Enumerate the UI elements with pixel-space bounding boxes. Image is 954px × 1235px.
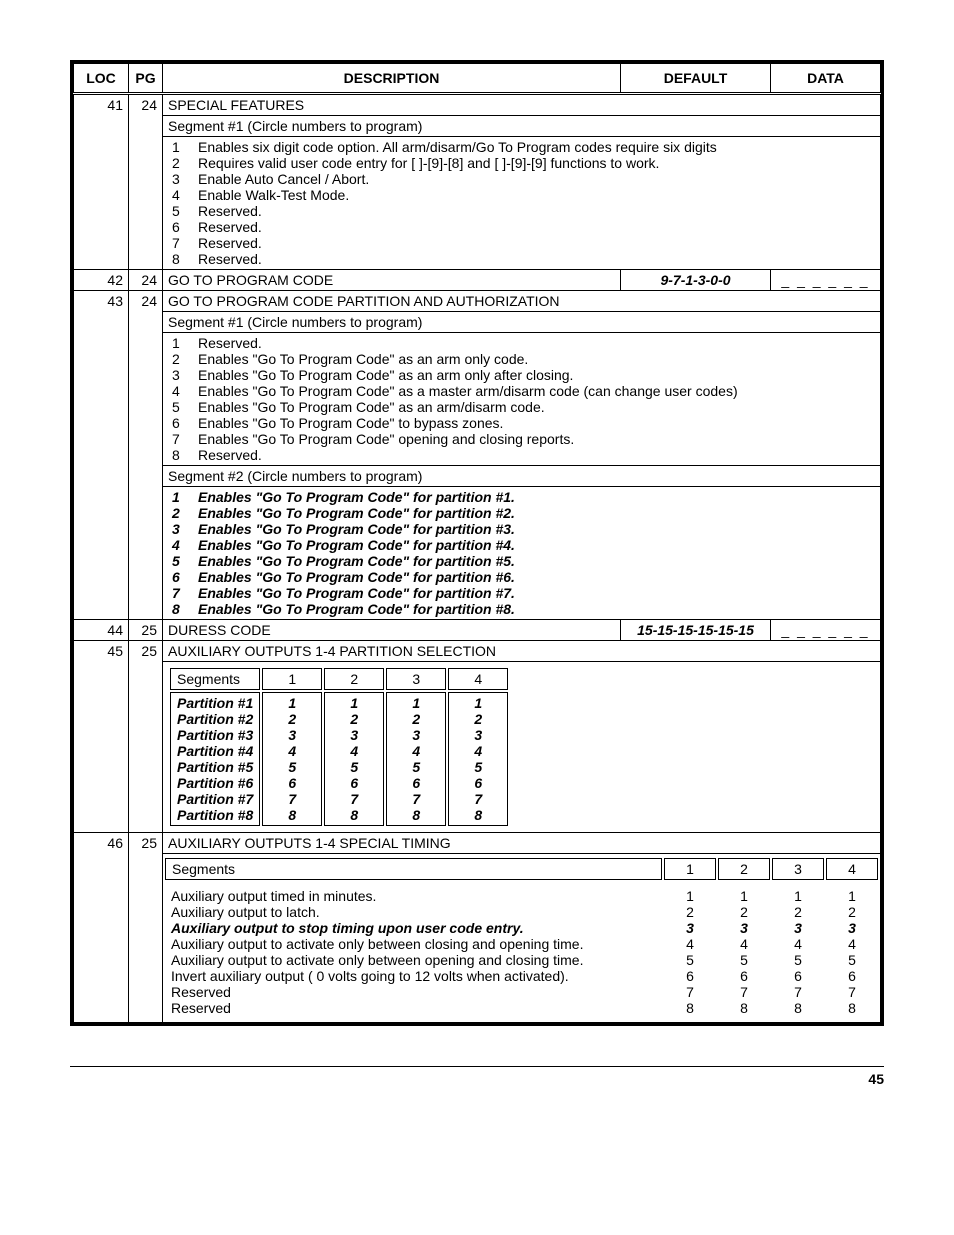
page-number: 45 bbox=[70, 1066, 884, 1087]
row-41-title: 41 24 SPECIAL FEATURES bbox=[74, 94, 881, 116]
row-44: 44 25 DURESS CODE 15-15-15-15-15-15 _ _ … bbox=[74, 620, 881, 641]
cell-seg1-body: 1Enables six digit code option. All arm/… bbox=[163, 137, 881, 270]
header-pg: PG bbox=[129, 64, 163, 94]
cell-data: _ _ _ _ _ _ bbox=[771, 270, 881, 291]
row-43-seg2-body: 1Enables "Go To Program Code" for partit… bbox=[74, 487, 881, 620]
header-desc: DESCRIPTION bbox=[163, 64, 621, 94]
programming-table: LOC PG DESCRIPTION DEFAULT DATA 41 24 SP… bbox=[73, 63, 881, 1023]
row-43-title: 43 24 GO TO PROGRAM CODE PARTITION AND A… bbox=[74, 291, 881, 312]
row-43-seg2-label: Segment #2 (Circle numbers to program) bbox=[74, 466, 881, 487]
cell-seg1-label: Segment #1 (Circle numbers to program) bbox=[163, 116, 881, 137]
row-46-title: 46 25 AUXILIARY OUTPUTS 1-4 SPECIAL TIMI… bbox=[74, 833, 881, 854]
numbered-list: 1Enables six digit code option. All arm/… bbox=[168, 139, 875, 267]
row-45-body: Segments 1 2 3 4 Partition #1 Partition … bbox=[74, 662, 881, 833]
row-42: 42 24 GO TO PROGRAM CODE 9-7-1-3-0-0 _ _… bbox=[74, 270, 881, 291]
header-loc: LOC bbox=[74, 64, 129, 94]
cell-pg: 24 bbox=[129, 270, 163, 291]
special-timing-table: Segments 1 2 3 4 Auxiliary output timed … bbox=[163, 856, 880, 1020]
cell-pg: 24 bbox=[129, 291, 163, 620]
cell-loc: 41 bbox=[74, 94, 129, 270]
header-def: DEFAULT bbox=[621, 64, 771, 94]
cell-loc: 43 bbox=[74, 291, 129, 620]
row-41-seg1-label: Segment #1 (Circle numbers to program) bbox=[74, 116, 881, 137]
cell-pg: 24 bbox=[129, 94, 163, 270]
list-num: 1 bbox=[172, 139, 198, 155]
table-header-row: LOC PG DESCRIPTION DEFAULT DATA bbox=[74, 64, 881, 94]
row-41-seg1-body: 1Enables six digit code option. All arm/… bbox=[74, 137, 881, 270]
row-43-seg1-body: 1Reserved. 2Enables "Go To Program Code"… bbox=[74, 333, 881, 466]
cell-loc: 42 bbox=[74, 270, 129, 291]
cell-default: 9-7-1-3-0-0 bbox=[621, 270, 771, 291]
cell-desc: GO TO PROGRAM CODE bbox=[163, 270, 621, 291]
row-45-title: 45 25 AUXILIARY OUTPUTS 1-4 PARTITION SE… bbox=[74, 641, 881, 662]
row-46-body: Segments 1 2 3 4 Auxiliary output timed … bbox=[74, 854, 881, 1023]
partition-selection-table: Segments 1 2 3 4 Partition #1 Partition … bbox=[168, 666, 510, 828]
row-43-seg1-label: Segment #1 (Circle numbers to program) bbox=[74, 312, 881, 333]
cell-title: GO TO PROGRAM CODE PARTITION AND AUTHORI… bbox=[163, 291, 881, 312]
cell-title: SPECIAL FEATURES bbox=[163, 94, 881, 116]
list-text: Enables six digit code option. All arm/d… bbox=[198, 139, 875, 155]
programming-table-container: LOC PG DESCRIPTION DEFAULT DATA 41 24 SP… bbox=[70, 60, 884, 1026]
header-dat: DATA bbox=[771, 64, 881, 94]
